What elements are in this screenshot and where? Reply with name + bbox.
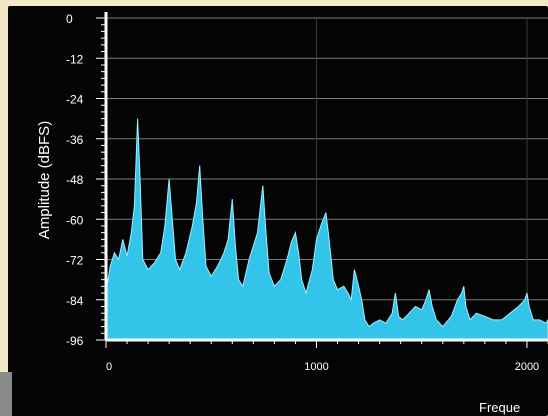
y-axis-label: Amplitude (dBFS): [36, 121, 53, 239]
tick-labels: 0 -12 -24 -36 -48 -60 -72 -84 -96 0 1000 2000: [66, 12, 539, 373]
y-tick-label: -84: [66, 294, 84, 308]
window-corner: [0, 372, 12, 416]
x-tick-label: 0: [106, 361, 112, 373]
series-layer: [105, 118, 548, 341]
spectrum-chart: 0 -12 -24 -36 -48 -60 -72 -84 -96 0 1000 2000 Ampli…: [36, 12, 548, 415]
y-tick-label: -72: [66, 254, 84, 268]
y-tick-label: -48: [66, 173, 84, 187]
x-axis-label: Freque: [479, 400, 520, 415]
y-tick-label: -36: [66, 133, 84, 147]
y-tick-label: -96: [66, 334, 84, 348]
spectrum-panel: 0 -12 -24 -36 -48 -60 -72 -84 -96 0 1000 2000 Ampli…: [8, 6, 548, 416]
x-tick-label: 2000: [515, 361, 539, 373]
y-tick-label: 0: [66, 12, 73, 26]
y-tick-label: -12: [66, 52, 84, 66]
y-tick-label: -60: [66, 213, 84, 227]
y-tick-label: -24: [66, 93, 84, 107]
x-tick-label: 1000: [304, 361, 328, 373]
spectrum-area: [105, 118, 548, 341]
axis-layer: [104, 12, 548, 342]
